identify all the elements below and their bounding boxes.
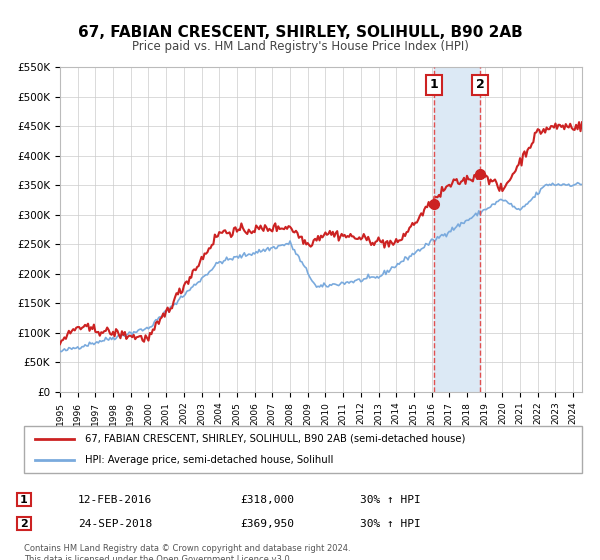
Text: HPI: Average price, semi-detached house, Solihull: HPI: Average price, semi-detached house,… — [85, 455, 334, 465]
Text: £318,000: £318,000 — [240, 494, 294, 505]
Text: 30% ↑ HPI: 30% ↑ HPI — [360, 519, 421, 529]
Text: 30% ↑ HPI: 30% ↑ HPI — [360, 494, 421, 505]
Text: 67, FABIAN CRESCENT, SHIRLEY, SOLIHULL, B90 2AB (semi-detached house): 67, FABIAN CRESCENT, SHIRLEY, SOLIHULL, … — [85, 434, 466, 444]
Bar — [434, 67, 480, 392]
Text: 1: 1 — [20, 494, 28, 505]
Text: 12-FEB-2016: 12-FEB-2016 — [78, 494, 152, 505]
Text: 24-SEP-2018: 24-SEP-2018 — [78, 519, 152, 529]
Text: 2: 2 — [20, 519, 28, 529]
Text: 1: 1 — [430, 78, 438, 91]
FancyBboxPatch shape — [24, 426, 582, 473]
Text: Contains HM Land Registry data © Crown copyright and database right 2024.
This d: Contains HM Land Registry data © Crown c… — [24, 544, 350, 560]
Text: 67, FABIAN CRESCENT, SHIRLEY, SOLIHULL, B90 2AB: 67, FABIAN CRESCENT, SHIRLEY, SOLIHULL, … — [77, 25, 523, 40]
Text: 2: 2 — [476, 78, 484, 91]
Text: £369,950: £369,950 — [240, 519, 294, 529]
Text: Price paid vs. HM Land Registry's House Price Index (HPI): Price paid vs. HM Land Registry's House … — [131, 40, 469, 53]
